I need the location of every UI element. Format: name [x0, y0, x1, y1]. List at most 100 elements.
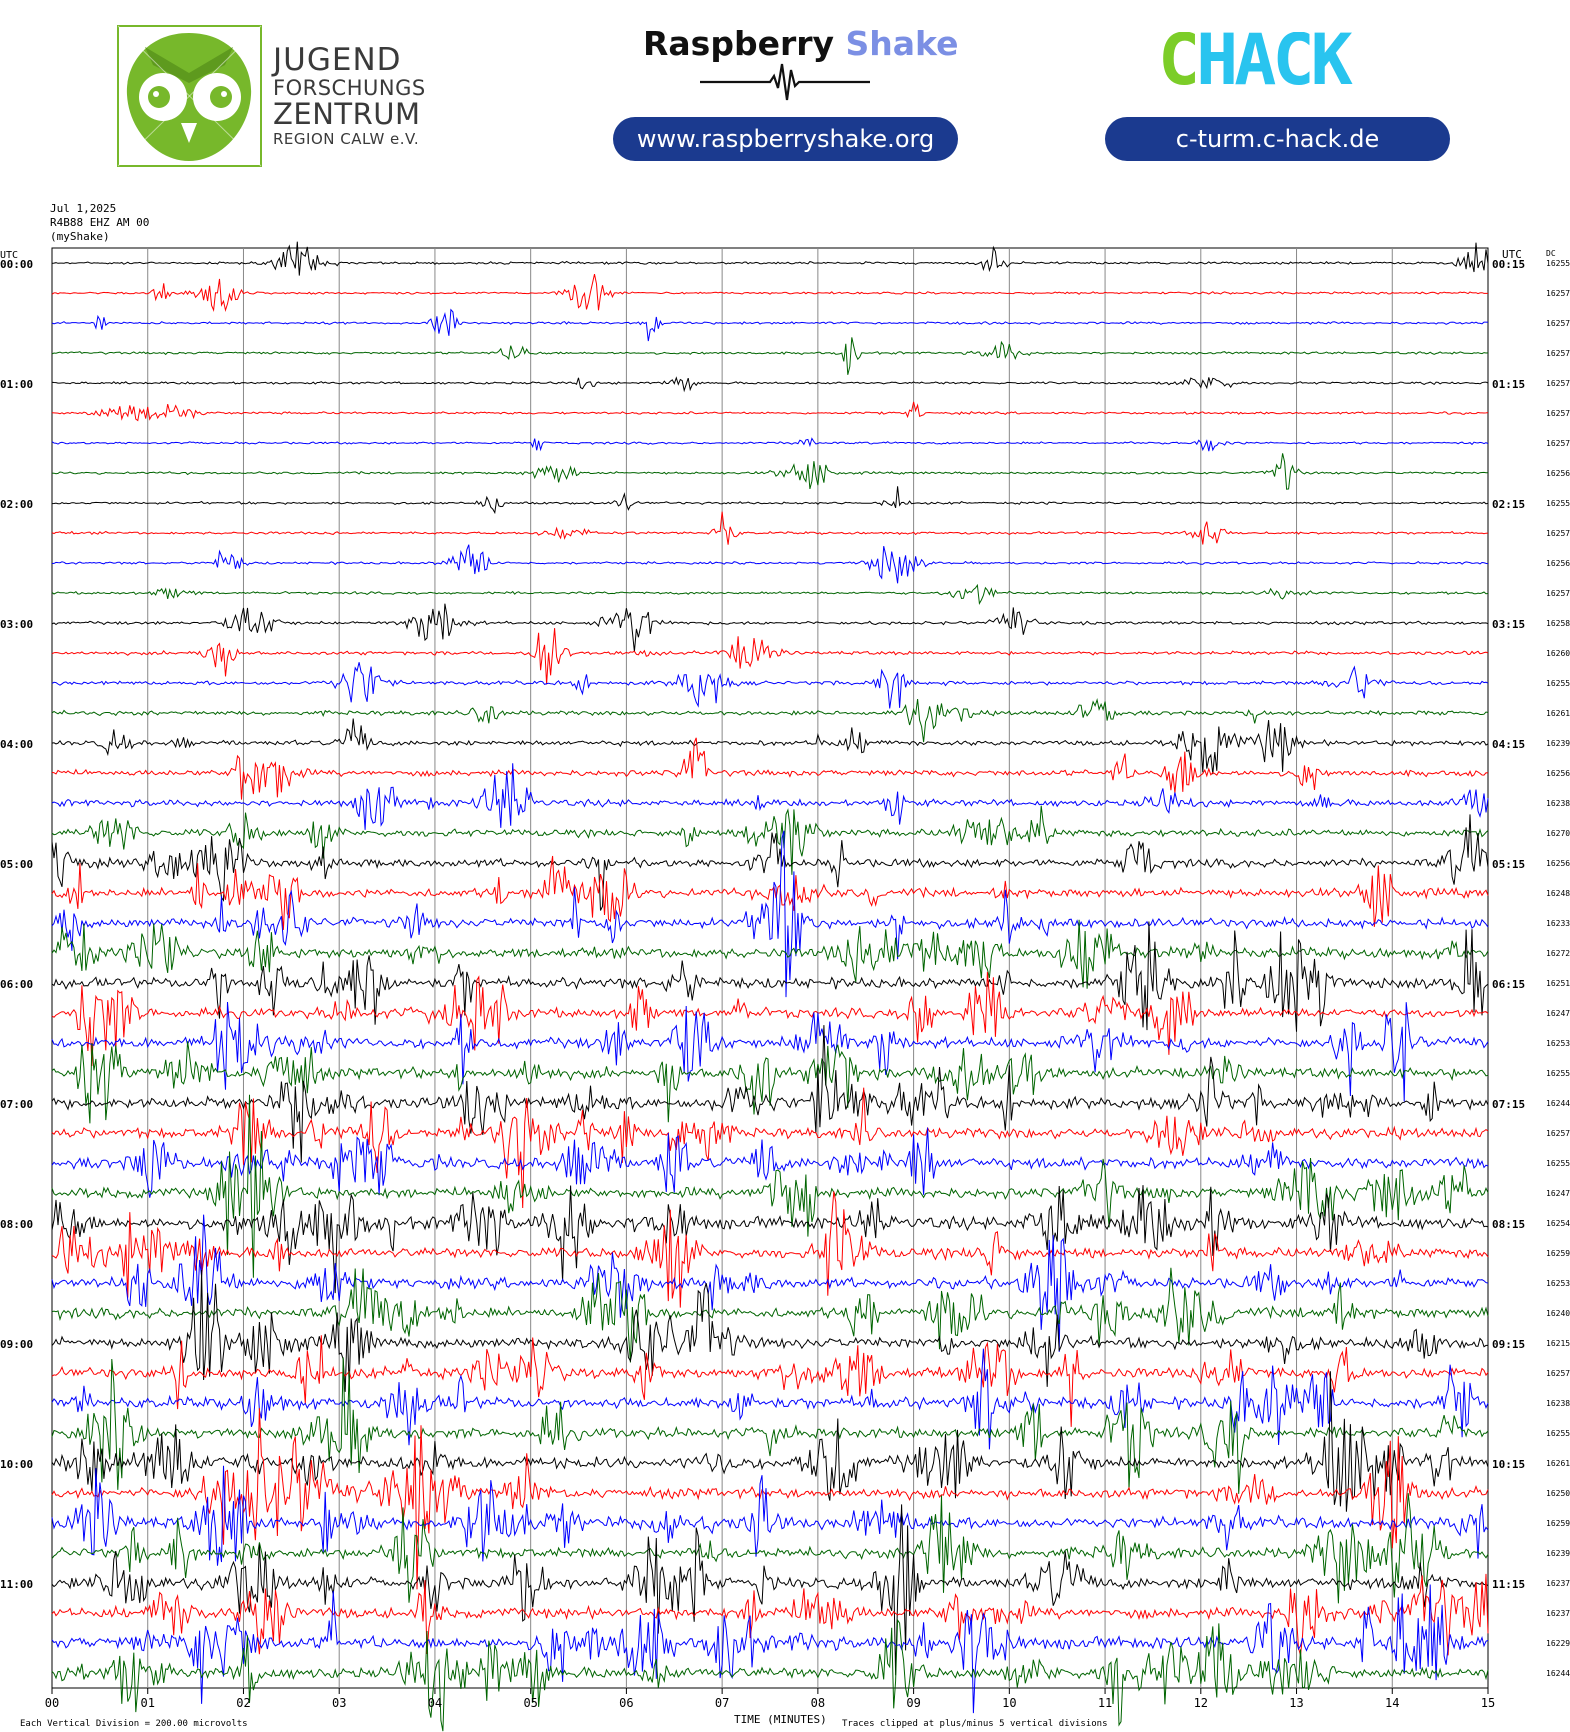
- dc-value-34: 16253: [1546, 1279, 1570, 1288]
- dc-value-3: 16257: [1546, 349, 1570, 358]
- chart-title-line-2: (myShake): [50, 230, 110, 243]
- dc-value-19: 16270: [1546, 829, 1570, 838]
- dc-value-25: 16247: [1546, 1009, 1570, 1018]
- dc-value-38: 16238: [1546, 1399, 1570, 1408]
- seismic-trace-13: [51, 628, 1489, 685]
- dc-value-18: 16238: [1546, 799, 1570, 808]
- dc-value-47: 16244: [1546, 1669, 1570, 1678]
- right-hour-label-1115: 11:15: [1492, 1578, 1525, 1591]
- seismic-trace-14: [51, 662, 1489, 709]
- x-tick-label-06: 06: [619, 1696, 633, 1710]
- seismic-trace-38: [51, 1348, 1489, 1450]
- left-hour-label-0900: 09:00: [0, 1338, 33, 1351]
- left-hour-label-0500: 05:00: [0, 858, 33, 871]
- right-hour-label-0015: 00:15: [1492, 258, 1525, 271]
- dc-value-14: 16255: [1546, 679, 1570, 688]
- dc-value-4: 16257: [1546, 379, 1570, 388]
- left-hour-label-0300: 03:00: [0, 618, 33, 631]
- dc-value-42: 16259: [1546, 1519, 1570, 1528]
- dc-value-26: 16253: [1546, 1039, 1570, 1048]
- trace-area: [51, 241, 1489, 1732]
- dc-value-45: 16237: [1546, 1609, 1570, 1618]
- chack-url-link[interactable]: c-turm.c-hack.de: [1105, 117, 1450, 161]
- chack-first-letter: C: [1158, 32, 1196, 92]
- seismic-trace-22: [51, 830, 1489, 998]
- jfz-line-1: JUGEND: [273, 42, 402, 78]
- seismic-trace-0: [51, 241, 1489, 276]
- seismic-trace-17: [51, 737, 1489, 800]
- seismic-trace-3: [51, 337, 1489, 375]
- seismic-trace-46: [51, 1584, 1489, 1714]
- seismic-trace-34: [51, 1214, 1489, 1352]
- seismic-trace-41: [51, 1408, 1489, 1590]
- left-hour-label-0800: 08:00: [0, 1218, 33, 1231]
- x-tick-label-05: 05: [523, 1696, 537, 1710]
- seismic-trace-36: [51, 1269, 1488, 1392]
- dc-value-43: 16239: [1546, 1549, 1570, 1558]
- seismic-trace-1: [51, 273, 1488, 313]
- right-hour-label-0815: 08:15: [1492, 1218, 1525, 1231]
- dc-value-29: 16257: [1546, 1129, 1570, 1138]
- seismic-trace-10: [51, 544, 1489, 584]
- seismic-trace-45: [51, 1573, 1489, 1656]
- jfz-wordmark: JUGEND FORSCHUNGS ZENTRUM REGION CALW e.…: [273, 45, 426, 147]
- seismic-trace-28: [51, 1025, 1489, 1163]
- seismic-trace-23: [51, 919, 1489, 989]
- x-tick-label-12: 12: [1194, 1696, 1208, 1710]
- seismic-trace-25: [51, 971, 1489, 1067]
- seismic-trace-37: [51, 1335, 1489, 1427]
- raspberry-shake-url-link[interactable]: www.raspberryshake.org: [613, 117, 958, 161]
- seismic-trace-20: [51, 814, 1489, 911]
- seismic-trace-9: [51, 511, 1489, 545]
- dc-value-37: 16257: [1546, 1369, 1570, 1378]
- raspberry-word: Raspberry: [643, 24, 835, 63]
- jfz-line-3: ZENTRUM: [273, 97, 421, 131]
- seismic-trace-40: [51, 1371, 1489, 1512]
- header-banner: JUGEND FORSCHUNGS ZENTRUM REGION CALW e.…: [0, 0, 1570, 190]
- jfz-line-2: FORSCHUNGS: [273, 76, 426, 100]
- dc-value-24: 16251: [1546, 979, 1570, 988]
- seismic-trace-39: [51, 1357, 1489, 1494]
- x-tick-label-08: 08: [811, 1696, 825, 1710]
- chart-title-line-0: Jul 1,2025: [50, 202, 116, 215]
- owl-logo: [117, 25, 262, 167]
- seismic-trace-4: [51, 376, 1489, 393]
- x-tick-label-07: 07: [715, 1696, 729, 1710]
- x-tick-label-10: 10: [1002, 1696, 1016, 1710]
- seismic-trace-27: [51, 1041, 1489, 1124]
- left-hour-label-0700: 07:00: [0, 1098, 33, 1111]
- dc-value-46: 16229: [1546, 1639, 1570, 1648]
- x-tick-label-11: 11: [1098, 1696, 1112, 1710]
- right-axis-label: UTC: [1502, 248, 1522, 261]
- dc-value-27: 16255: [1546, 1069, 1570, 1078]
- seismic-trace-26: [51, 1001, 1489, 1102]
- x-tick-label-09: 09: [906, 1696, 920, 1710]
- seismic-trace-18: [51, 763, 1489, 830]
- seismic-trace-5: [51, 401, 1489, 422]
- left-hour-label-1100: 11:00: [0, 1578, 33, 1591]
- dc-value-28: 16244: [1546, 1099, 1570, 1108]
- dc-value-10: 16256: [1546, 559, 1570, 568]
- dc-value-2: 16257: [1546, 319, 1570, 328]
- seismic-trace-6: [51, 437, 1489, 452]
- right-hour-label-0915: 09:15: [1492, 1338, 1525, 1351]
- x-tick-label-02: 02: [236, 1696, 250, 1710]
- seismic-trace-30: [51, 1127, 1489, 1198]
- dc-value-20: 16256: [1546, 859, 1570, 868]
- dc-value-35: 16240: [1546, 1309, 1570, 1318]
- x-tick-label-14: 14: [1385, 1696, 1399, 1710]
- dc-value-39: 16255: [1546, 1429, 1570, 1438]
- dc-label: DC: [1546, 249, 1556, 258]
- dc-value-17: 16256: [1546, 769, 1570, 778]
- right-hour-label-0215: 02:15: [1492, 498, 1525, 511]
- dc-value-16: 16239: [1546, 739, 1570, 748]
- seismic-trace-11: [51, 583, 1489, 605]
- right-hour-label-0115: 01:15: [1492, 378, 1525, 391]
- dc-value-22: 16233: [1546, 919, 1570, 928]
- x-tick-label-00: 00: [45, 1696, 59, 1710]
- right-hour-label-0415: 04:15: [1492, 738, 1525, 751]
- dc-value-8: 16255: [1546, 499, 1570, 508]
- x-tick-label-13: 13: [1289, 1696, 1303, 1710]
- dc-value-13: 16260: [1546, 649, 1570, 658]
